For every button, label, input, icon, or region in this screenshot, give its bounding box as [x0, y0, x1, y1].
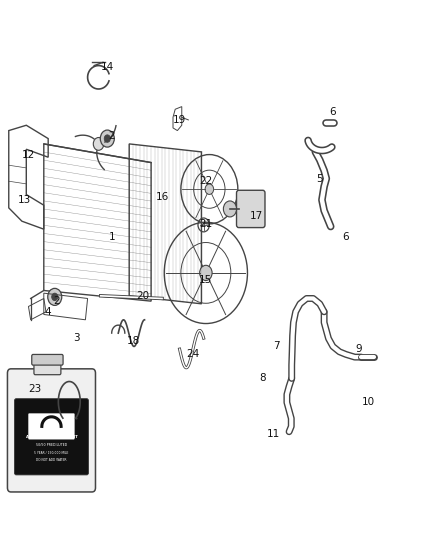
Circle shape: [93, 138, 104, 150]
Text: 2: 2: [53, 296, 60, 306]
Text: 50/50 PREDILUTED: 50/50 PREDILUTED: [36, 443, 67, 447]
Circle shape: [48, 288, 62, 305]
Circle shape: [223, 201, 237, 217]
Text: 9: 9: [356, 344, 363, 354]
Circle shape: [205, 184, 214, 195]
Text: DO NOT ADD WATER: DO NOT ADD WATER: [36, 458, 67, 462]
FancyBboxPatch shape: [32, 354, 63, 365]
Text: 5: 5: [316, 174, 323, 183]
Text: 18: 18: [127, 336, 140, 346]
Text: 21: 21: [199, 219, 212, 229]
Circle shape: [52, 293, 58, 301]
Text: 24: 24: [186, 350, 199, 359]
Text: 23: 23: [28, 384, 42, 394]
Circle shape: [100, 130, 114, 147]
Text: 16: 16: [155, 192, 169, 202]
Text: 6: 6: [329, 107, 336, 117]
Text: 4: 4: [45, 307, 52, 317]
Text: 10: 10: [361, 398, 374, 407]
Text: 19: 19: [173, 115, 186, 125]
Text: ANTIFREEZE / COOLANT: ANTIFREEZE / COOLANT: [25, 435, 78, 439]
FancyBboxPatch shape: [28, 414, 74, 439]
Text: 3: 3: [73, 334, 80, 343]
Text: 13: 13: [18, 195, 31, 205]
FancyBboxPatch shape: [237, 190, 265, 228]
Text: 1: 1: [108, 232, 115, 242]
Text: 5 YEAR / 150,000 MILE: 5 YEAR / 150,000 MILE: [34, 451, 69, 455]
Text: 2: 2: [108, 131, 115, 141]
Text: 7: 7: [272, 342, 279, 351]
Circle shape: [200, 265, 212, 280]
Circle shape: [104, 135, 110, 142]
Text: 20: 20: [136, 291, 149, 301]
Text: 12: 12: [22, 150, 35, 159]
Text: 15: 15: [199, 275, 212, 285]
Text: 22: 22: [199, 176, 212, 186]
FancyBboxPatch shape: [14, 399, 88, 475]
Text: 11: 11: [267, 430, 280, 439]
Text: 6: 6: [343, 232, 350, 242]
FancyBboxPatch shape: [34, 362, 61, 375]
FancyBboxPatch shape: [7, 369, 95, 492]
Text: 14: 14: [101, 62, 114, 71]
Text: 8: 8: [259, 374, 266, 383]
Text: 17: 17: [250, 211, 263, 221]
